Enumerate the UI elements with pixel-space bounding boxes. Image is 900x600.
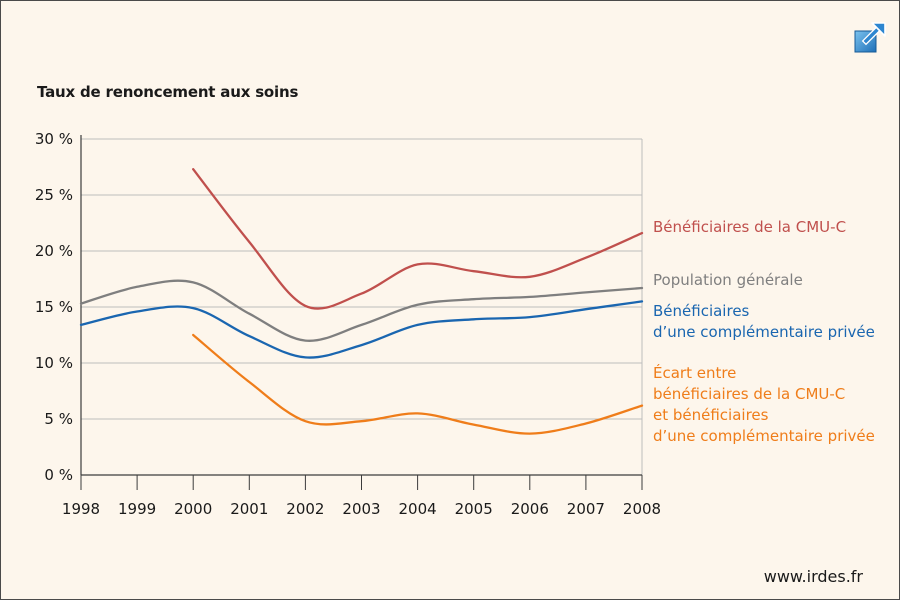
x-tick-label: 2001: [230, 500, 268, 518]
x-tick-label: 2002: [286, 500, 324, 518]
x-tick-label: 2006: [511, 500, 549, 518]
x-tick-label: 2000: [174, 500, 212, 518]
x-tick-label: 2004: [399, 500, 437, 518]
chart-title: Taux de renoncement aux soins: [37, 83, 299, 101]
external-link-icon[interactable]: [854, 21, 886, 53]
x-tick-label: 1998: [62, 500, 100, 518]
legend-label-ecart: Écart entre bénéficiaires de la CMU-C et…: [653, 364, 875, 445]
legend-label-population-generale: Population générale: [653, 271, 803, 289]
y-tick-label: 25 %: [35, 186, 73, 204]
y-tick-label: 30 %: [35, 130, 73, 148]
legend-label-complementaire-privee: Bénéficiaires d’une complémentaire privé…: [653, 302, 875, 341]
series-line-0: [192, 168, 644, 310]
y-tick-label: 15 %: [35, 298, 73, 316]
x-tick-label: 1999: [118, 500, 156, 518]
y-tick-label: 10 %: [35, 354, 73, 372]
x-tick-label: 2007: [567, 500, 605, 518]
series-line-1: [79, 279, 644, 342]
y-tick-label: 0 %: [44, 466, 73, 484]
y-tick-label: 5 %: [44, 410, 73, 428]
x-tick-label: 2008: [623, 500, 661, 518]
legend-label-cmu-c: Bénéficiaires de la CMU-C: [653, 218, 847, 236]
series-line-2: [79, 300, 644, 359]
x-tick-label: 2005: [455, 500, 493, 518]
x-tick-label: 2003: [342, 500, 380, 518]
website-link[interactable]: www.irdes.fr: [763, 567, 863, 586]
y-tick-label: 20 %: [35, 242, 73, 260]
series-line-3: [192, 333, 644, 435]
